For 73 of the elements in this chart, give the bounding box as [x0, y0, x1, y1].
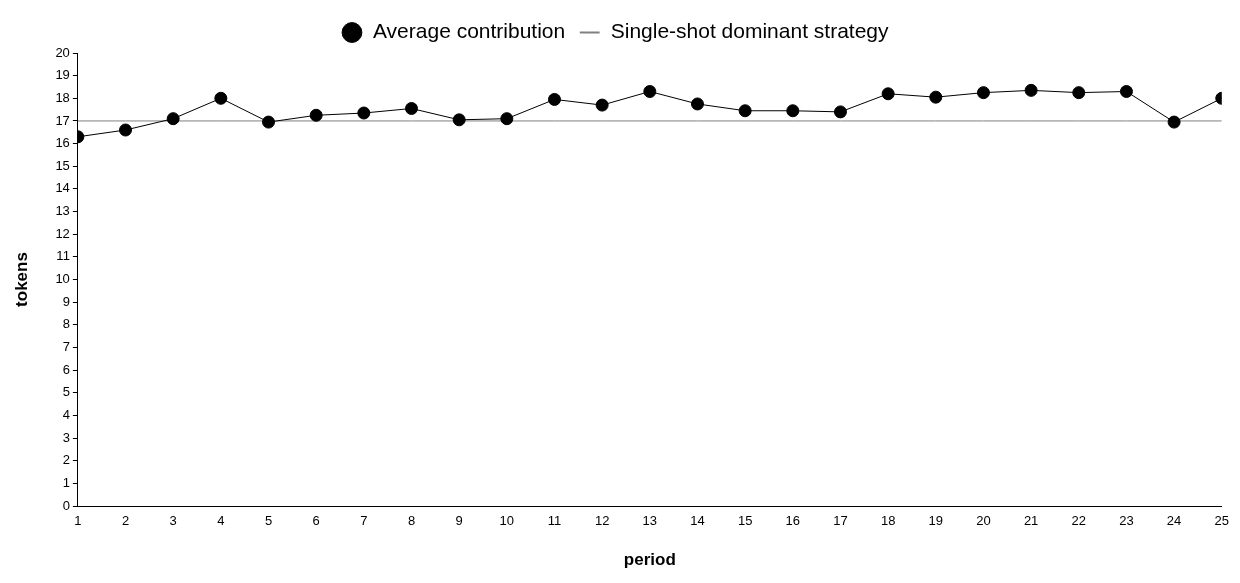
x-tick-label: 21 — [1023, 513, 1039, 529]
point — [500, 112, 514, 126]
y-tick-label: 10 — [55, 271, 70, 287]
x-tick-label: 8 — [407, 513, 416, 529]
x-tick-label: 6 — [312, 513, 320, 529]
x-tick-label: 16 — [785, 513, 801, 529]
x-tick-label: 4 — [217, 513, 225, 529]
y-tick-label: 1 — [62, 474, 70, 490]
point — [166, 112, 180, 126]
x-tick-label: 25 — [1214, 513, 1229, 529]
point — [976, 86, 990, 100]
y-tick-label: 20 — [55, 44, 70, 60]
y-axis-title: tokens — [11, 252, 31, 307]
y-tick-label: 7 — [62, 339, 70, 355]
legend-label: Single-shot dominant strategy — [610, 19, 890, 43]
point — [738, 104, 752, 118]
x-tick-label: 22 — [1071, 513, 1087, 529]
y-tick-label: 3 — [62, 429, 70, 445]
x-tick-label: 1 — [74, 513, 82, 529]
y-tick-label: 19 — [55, 67, 70, 83]
y-tick-label: 6 — [62, 361, 70, 377]
point — [119, 123, 133, 137]
point — [214, 91, 228, 105]
y-tick-label: 5 — [62, 384, 70, 400]
y-tick-label: 14 — [55, 180, 70, 196]
point — [1072, 86, 1086, 100]
y-tick-label: 2 — [62, 452, 70, 468]
point — [833, 105, 847, 119]
y-tick-label: 12 — [55, 225, 70, 241]
x-tick-label: 15 — [737, 513, 753, 529]
point — [357, 106, 371, 120]
point — [309, 108, 323, 122]
point — [1024, 83, 1038, 97]
y-tick-label: 16 — [55, 135, 70, 151]
point — [262, 115, 276, 129]
x-tick-label: 24 — [1166, 513, 1182, 529]
x-tick-label: 11 — [547, 513, 562, 529]
x-tick-label: 7 — [360, 513, 368, 529]
y-tick-label: 13 — [55, 203, 70, 219]
x-tick-label: 19 — [928, 513, 944, 529]
y-tick-label: 4 — [62, 406, 70, 422]
x-axis-title: period — [623, 550, 676, 570]
legend-label: Average contribution — [372, 19, 566, 43]
x-tick-label: 23 — [1119, 513, 1134, 529]
x-tick-label: 5 — [264, 513, 273, 529]
y-tick-label: 8 — [62, 316, 70, 332]
x-tick-label: 13 — [642, 513, 658, 529]
y-tick-label: 11 — [56, 248, 70, 264]
point — [595, 98, 609, 112]
y-tick-label: 17 — [55, 112, 70, 128]
point — [690, 97, 704, 111]
point — [786, 104, 800, 118]
y-tick-label: 15 — [55, 157, 70, 173]
y-tick-label: 18 — [55, 89, 70, 105]
point — [1119, 85, 1133, 99]
x-tick-label: 14 — [690, 513, 705, 529]
x-tick-label: 3 — [169, 513, 177, 529]
x-tick-label: 10 — [499, 513, 515, 529]
x-tick-label: 20 — [976, 513, 991, 529]
y-tick-label: 9 — [62, 293, 70, 309]
point — [547, 92, 561, 106]
point — [643, 85, 657, 99]
x-tick-label: 12 — [594, 513, 610, 529]
y-tick-label: 0 — [62, 497, 70, 513]
point — [881, 87, 895, 101]
point — [929, 90, 943, 104]
x-tick-label: 2 — [121, 513, 130, 529]
point — [405, 101, 418, 115]
x-tick-label: 18 — [880, 513, 896, 529]
point — [452, 113, 466, 127]
point — [1167, 115, 1181, 129]
x-tick-label: 9 — [455, 513, 463, 529]
x-tick-label: 17 — [833, 513, 848, 529]
